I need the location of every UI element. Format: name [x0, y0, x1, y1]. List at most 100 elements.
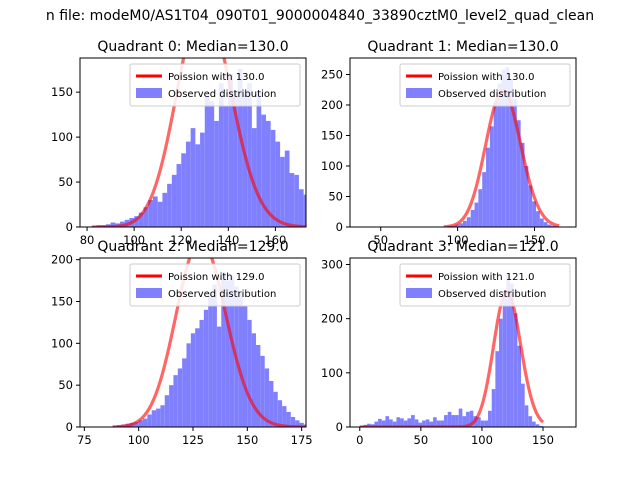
legend-bar-swatch — [406, 288, 432, 298]
panel-title: Quadrant 3: Median=121.0 — [367, 239, 558, 255]
histogram-bar — [396, 417, 401, 427]
histogram-bar — [167, 183, 172, 227]
legend-bar-swatch — [136, 288, 162, 298]
histogram-bar — [489, 126, 494, 227]
legend-bar-label: Observed distribution — [438, 89, 546, 100]
histogram-bar — [374, 421, 379, 427]
histogram-bar — [199, 319, 204, 427]
histogram-bar — [539, 425, 544, 427]
histogram-bar — [269, 380, 274, 427]
histogram-bar — [261, 114, 266, 227]
histogram-bar — [470, 209, 475, 227]
histogram-bar — [203, 309, 209, 427]
histogram-bar — [414, 419, 419, 427]
histogram-bar — [385, 416, 390, 427]
histogram-bar — [264, 368, 270, 427]
histogram-bar — [160, 405, 165, 427]
histogram-bar — [480, 420, 485, 427]
histogram-bar — [381, 420, 386, 427]
histogram-bar — [176, 164, 182, 227]
histogram-bar — [536, 211, 540, 227]
axes-frame — [79, 57, 307, 228]
histogram-bar — [488, 410, 492, 427]
histogram-bar — [148, 200, 153, 227]
histogram-bar — [484, 420, 489, 427]
x-tick-label: 80 — [80, 233, 95, 247]
histogram-bar — [284, 150, 290, 227]
legend-bar-label: Observed distribution — [168, 289, 276, 300]
histogram-bar — [477, 417, 481, 427]
histogram-bar — [299, 422, 304, 427]
legend-line-label: Poission with 129.0 — [168, 272, 264, 283]
histogram-bar — [233, 92, 238, 227]
histogram-bar — [181, 153, 186, 227]
poisson-curve — [443, 89, 560, 227]
histogram-bar — [138, 212, 144, 227]
y-tick-label: 0 — [336, 220, 343, 234]
panel-quadrant-1: 50 100 150 0 50 100 150 200 250 Quadrant 1: Media… — [321, 39, 577, 247]
histogram-bar — [447, 411, 452, 427]
histogram-bar — [303, 194, 306, 227]
axes-frame — [349, 57, 577, 228]
panel-quadrant-0: 80 100 120 140 160 0 50 100 150 Quadrant 0: Media… — [51, 39, 332, 247]
y-tick-label: 100 — [321, 366, 343, 380]
histogram-bar — [221, 272, 226, 427]
histogram-bar — [551, 225, 556, 227]
histogram-bar — [411, 415, 415, 427]
histogram-bar — [256, 92, 262, 227]
histogram-bar — [429, 421, 434, 427]
histogram-bar — [294, 174, 299, 227]
histogram-bar — [463, 220, 467, 227]
histogram-bar — [521, 383, 525, 427]
histogram-bar — [327, 218, 332, 227]
histogram-bar — [247, 319, 252, 427]
legend-box — [399, 263, 571, 307]
histogram-bar — [171, 174, 177, 227]
histogram-bar — [195, 144, 201, 227]
histogram-bar — [516, 120, 521, 227]
histogram-bar — [462, 416, 467, 427]
histogram-bar — [499, 318, 503, 427]
x-tick-label: 50 — [414, 433, 429, 447]
histogram-bar — [451, 415, 456, 427]
histogram-bar — [195, 328, 200, 427]
histogram-bar — [282, 406, 287, 427]
x-tick-label: 150 — [236, 433, 258, 447]
histogram-bar — [280, 156, 285, 227]
histogram-bar — [367, 423, 371, 427]
histogram-bar — [422, 420, 426, 427]
histogram-bar — [313, 205, 318, 227]
histogram-bar — [313, 426, 317, 427]
histogram-bar — [389, 419, 393, 427]
histogram-bar — [444, 415, 448, 427]
histogram-bar — [392, 421, 397, 427]
histogram-bar — [474, 202, 479, 227]
histogram-bar — [223, 105, 229, 227]
histogram-bar — [543, 222, 548, 227]
histogram-bar — [524, 165, 529, 227]
histogram-bar — [228, 74, 234, 227]
histogram-bar — [466, 217, 471, 227]
histogram-bar — [400, 418, 404, 427]
histogram-bar — [209, 101, 215, 227]
x-tick-label: 100 — [128, 433, 150, 447]
histogram-bar — [512, 98, 517, 227]
x-tick-label: 175 — [291, 433, 313, 447]
histogram-bar — [535, 424, 540, 427]
histogram-bar — [110, 222, 116, 227]
histogram-bar — [190, 128, 196, 227]
histogram-bar — [524, 405, 529, 427]
histogram-bar — [322, 214, 327, 227]
histogram-bar — [440, 420, 445, 427]
x-tick-label: 120 — [170, 233, 192, 247]
histogram-bar — [509, 79, 513, 227]
plot-area — [443, 67, 560, 227]
histogram-bar — [510, 283, 514, 427]
histogram-bar — [403, 420, 408, 427]
histogram-bar — [378, 418, 382, 427]
histogram-bar — [318, 211, 323, 227]
histogram-bar — [295, 420, 300, 427]
histogram-bar — [506, 275, 511, 427]
histogram-bar — [528, 185, 533, 227]
